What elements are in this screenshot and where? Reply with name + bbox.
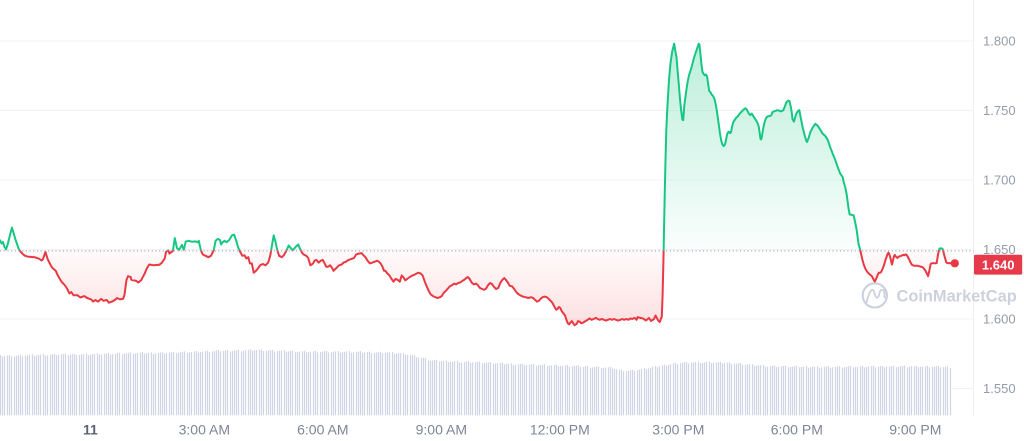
svg-text:9:00 AM: 9:00 AM [416,422,467,438]
svg-text:1.640: 1.640 [982,257,1015,272]
svg-text:3:00 PM: 3:00 PM [652,422,704,438]
svg-text:CoinMarketCap: CoinMarketCap [897,288,1017,306]
svg-text:1.650: 1.650 [983,242,1016,257]
svg-text:6:00 PM: 6:00 PM [771,422,823,438]
svg-text:9:00 PM: 9:00 PM [889,422,941,438]
svg-text:1.750: 1.750 [983,103,1016,118]
svg-text:1.700: 1.700 [983,173,1016,188]
svg-text:1.550: 1.550 [983,381,1016,396]
svg-text:3:00 AM: 3:00 AM [179,422,230,438]
svg-text:1.800: 1.800 [983,34,1016,49]
svg-text:12:00 PM: 12:00 PM [530,422,590,438]
svg-text:1.600: 1.600 [983,312,1016,327]
svg-text:6:00 AM: 6:00 AM [297,422,348,438]
svg-text:11: 11 [83,422,98,438]
